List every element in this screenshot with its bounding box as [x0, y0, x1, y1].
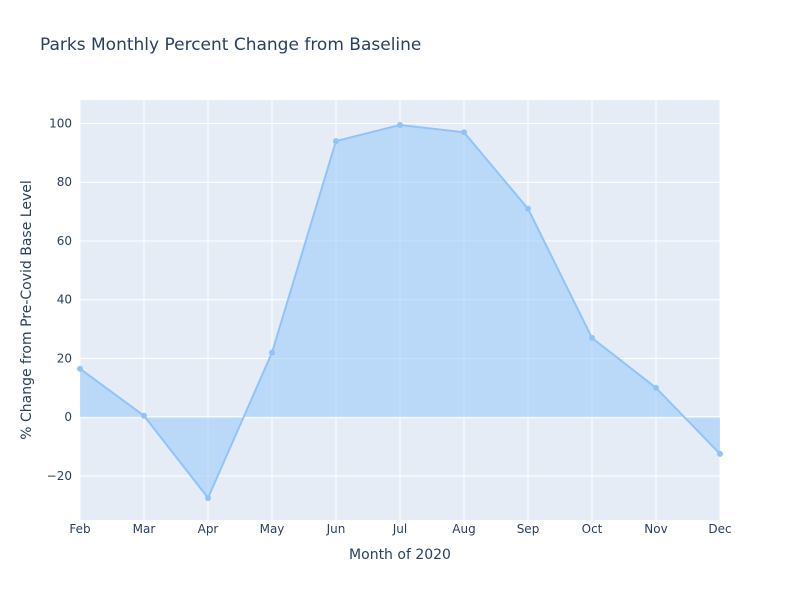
x-tick-label: May — [260, 522, 285, 536]
area-fill — [80, 124, 720, 498]
data-point — [525, 205, 531, 212]
y-tick-label: 60 — [57, 234, 72, 248]
x-tick-label: Oct — [582, 522, 603, 536]
y-tick-label: 20 — [57, 351, 72, 365]
x-tick-label: Apr — [198, 522, 219, 536]
x-tick-label: Jun — [326, 522, 346, 536]
data-series — [77, 121, 723, 501]
data-point — [653, 384, 659, 391]
x-tick-label: Mar — [133, 522, 156, 536]
y-axis-title: % Change from Pre-Covid Base Level — [19, 180, 35, 440]
data-point — [717, 450, 723, 457]
data-point — [589, 334, 595, 341]
y-tick-label: −20 — [47, 469, 72, 483]
x-tick-label: Nov — [644, 522, 667, 536]
x-axis-title: Month of 2020 — [349, 547, 451, 563]
x-tick-label: Sep — [517, 522, 540, 536]
x-axis-ticks: Feb Mar Apr May Jun Jul Aug Sep Oct Nov Dec — [69, 522, 731, 536]
y-axis-ticks: −20 0 20 40 60 80 100 — [47, 116, 72, 482]
x-tick-label: Dec — [708, 522, 731, 536]
data-point — [141, 412, 147, 419]
data-point — [397, 121, 403, 128]
data-point — [333, 138, 339, 145]
x-tick-label: Feb — [69, 522, 90, 536]
y-tick-label: 80 — [57, 175, 72, 189]
data-point — [461, 129, 467, 136]
y-tick-label: 0 — [64, 410, 72, 424]
y-tick-label: 100 — [49, 116, 72, 130]
data-point — [269, 349, 275, 356]
chart-title: Parks Monthly Percent Change from Baseli… — [40, 35, 421, 55]
data-point — [205, 494, 211, 501]
y-tick-label: 40 — [57, 293, 72, 307]
x-tick-label: Aug — [452, 522, 475, 536]
x-tick-label: Jul — [392, 522, 407, 536]
data-point — [77, 365, 83, 372]
